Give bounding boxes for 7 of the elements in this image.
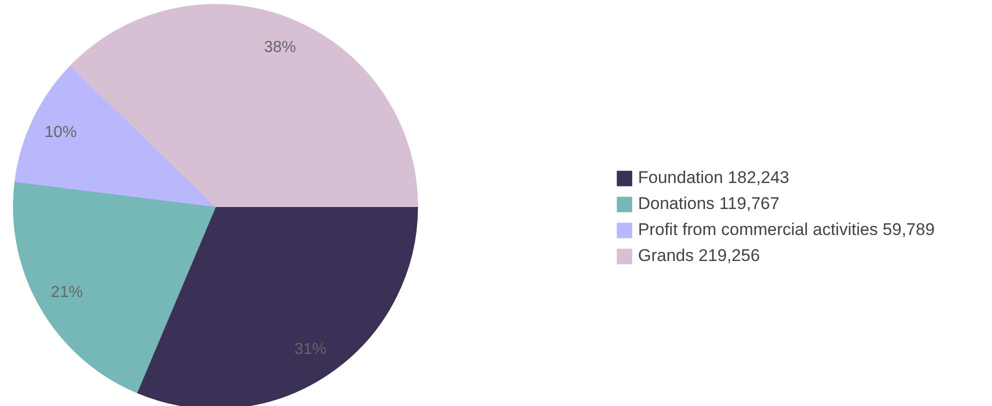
data-label: 38%: [264, 38, 296, 56]
legend-label: Foundation 182,243: [638, 168, 790, 188]
legend-label: Grands 219,256: [638, 246, 760, 266]
data-label: 10%: [44, 124, 77, 141]
legend-label: Donations 119,767: [638, 194, 780, 214]
legend-label: Profit from commercial activities 59,789: [638, 220, 935, 240]
data-label: 21%: [50, 284, 83, 301]
